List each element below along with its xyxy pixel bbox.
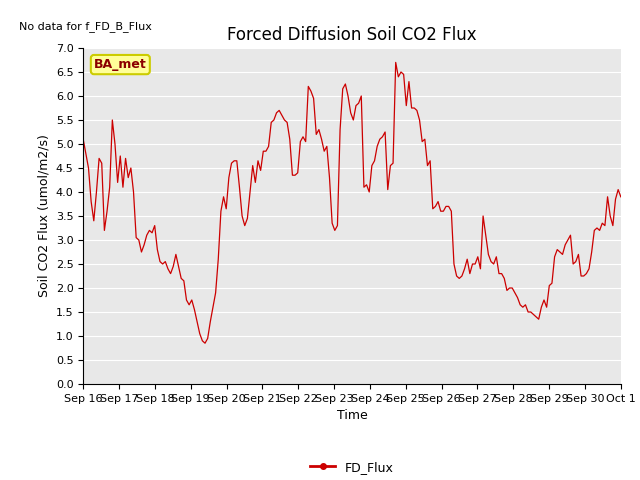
- Title: Forced Diffusion Soil CO2 Flux: Forced Diffusion Soil CO2 Flux: [227, 25, 477, 44]
- Text: BA_met: BA_met: [94, 58, 147, 71]
- X-axis label: Time: Time: [337, 409, 367, 422]
- Text: No data for f_FD_B_Flux: No data for f_FD_B_Flux: [19, 21, 152, 32]
- Y-axis label: Soil CO2 Flux (umol/m2/s): Soil CO2 Flux (umol/m2/s): [37, 134, 50, 298]
- Legend: FD_Flux: FD_Flux: [305, 456, 399, 479]
